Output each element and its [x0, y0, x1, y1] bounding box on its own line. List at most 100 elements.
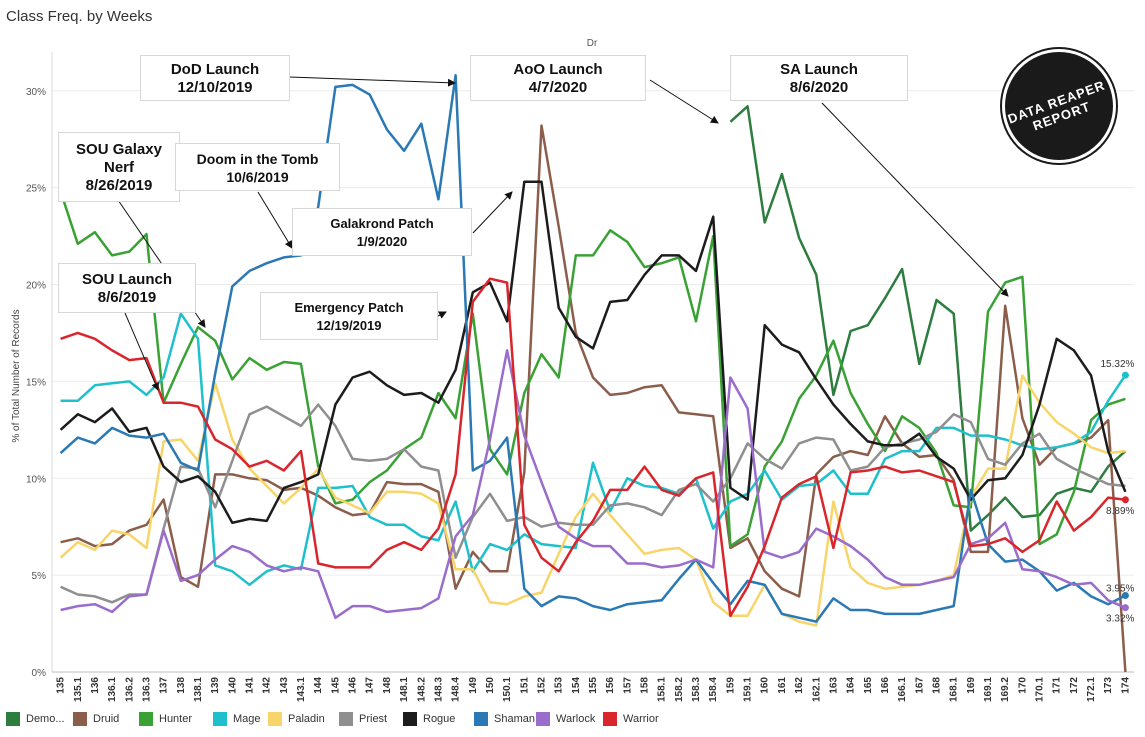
legend-item[interactable]: Rogue: [403, 712, 455, 726]
annotation-line: Doom in the Tomb: [196, 151, 319, 167]
annotation-line: 4/7/2020: [528, 79, 588, 96]
legend-label: Hunter: [159, 713, 193, 725]
legend-swatch: [6, 712, 20, 726]
x-tick-label: 143.1: [296, 677, 307, 702]
series-demo: [729, 105, 1127, 532]
legend-item[interactable]: Hunter: [139, 712, 192, 726]
series-line: [60, 124, 1127, 673]
legend-swatch: [403, 712, 417, 726]
x-tick-label: 155: [588, 677, 599, 694]
x-tick-label: 135: [56, 677, 67, 694]
series-line: [59, 191, 1126, 548]
x-tick-label: 162.1: [811, 677, 822, 702]
legend-swatch: [213, 712, 227, 726]
annotation-line: Emergency Patch: [294, 300, 404, 315]
x-tick-label: 149: [468, 677, 479, 694]
x-tick-label: 159.1: [743, 677, 754, 702]
y-tick-label: 5%: [32, 571, 47, 582]
y-tick-label: 15%: [26, 377, 46, 388]
y-tick-label: 10%: [26, 474, 46, 485]
legend-swatch: [73, 712, 87, 726]
annotation-arrow: [649, 79, 719, 124]
annotation-arrow: [472, 191, 513, 234]
x-tick-label: 174: [1120, 677, 1131, 694]
legend-item[interactable]: Paladin: [268, 712, 325, 726]
x-tick-label: 148.3: [433, 677, 444, 702]
end-value-label: 8.89%: [1106, 506, 1134, 517]
legend-item[interactable]: Warrior: [603, 712, 659, 726]
x-tick-label: 166.1: [897, 677, 908, 702]
x-tick-label: 153: [554, 677, 565, 694]
series-line: [60, 349, 1126, 620]
legend-item[interactable]: Shaman: [474, 712, 535, 726]
series-line: [60, 277, 1126, 618]
end-value-label: 15.32%: [1100, 359, 1134, 370]
data-reaper-logo: DATA REAPER REPORT: [1005, 52, 1113, 160]
x-tick-label: 157: [622, 677, 633, 694]
x-tick-label: 139: [210, 677, 221, 694]
annotation-line: DoD Launch: [170, 61, 260, 78]
series-warrior: [60, 277, 1126, 618]
annotation-line: Galakrond Patch: [330, 216, 434, 231]
series-warlock: [60, 349, 1126, 620]
end-marker: [1121, 496, 1129, 504]
x-tick-label: 148: [382, 677, 393, 694]
legend-label: Warrior: [623, 713, 659, 725]
chart-title: Class Freq. by Weeks: [6, 8, 153, 25]
series-mage: [60, 312, 1127, 587]
legend-item[interactable]: Warlock: [536, 712, 595, 726]
x-tick-label: 169: [966, 677, 977, 694]
end-marker: [1121, 604, 1129, 612]
x-tick-label: 143: [279, 677, 290, 694]
x-tick-label: 158.4: [708, 677, 719, 702]
legend-swatch: [603, 712, 617, 726]
series-line: [59, 374, 1126, 627]
x-tick-label: 141: [245, 677, 256, 694]
x-tick-label: 160: [760, 677, 771, 694]
annotation-arrow: [289, 76, 456, 87]
x-tick-label: 158.2: [674, 677, 685, 702]
annotation-arrow: [437, 311, 447, 319]
legend-label: Druid: [93, 713, 120, 725]
x-tick-label: 140: [227, 677, 238, 694]
end-marker: [1121, 591, 1129, 599]
x-tick-label: 148.1: [399, 677, 410, 702]
x-tick-label: 169.1: [983, 677, 994, 702]
series-paladin: [59, 374, 1126, 627]
x-tick-label: 159: [725, 677, 736, 694]
series-priest: [60, 403, 1126, 604]
x-tick-label: 142: [262, 677, 273, 694]
annotation-line: SOU Launch: [81, 271, 172, 288]
x-tick-label: 150.1: [502, 677, 513, 702]
annotation-arrow: [257, 191, 293, 249]
x-tick-label: 158: [640, 677, 651, 694]
series-hunter: [59, 191, 1126, 548]
annotation-line: 8/26/2019: [85, 177, 153, 194]
x-tick-label: 172: [1069, 677, 1080, 694]
annotation-emergency: Emergency Patch 12/19/2019: [260, 292, 438, 340]
x-tick-label: 148.4: [451, 677, 462, 702]
legend-item[interactable]: Demo...: [6, 712, 65, 726]
x-tick-label: 136.1: [107, 677, 118, 702]
x-tick-label: 158.1: [657, 677, 668, 702]
legend-item[interactable]: Druid: [73, 712, 119, 726]
legend-label: Demo...: [26, 713, 65, 725]
annotation-line: Nerf: [103, 159, 134, 176]
x-tick-label: 161: [777, 677, 788, 694]
x-tick-label: 145: [330, 677, 341, 694]
end-marker: [1121, 371, 1129, 379]
legend-item[interactable]: Priest: [339, 712, 387, 726]
x-tick-label: 172.1: [1086, 677, 1097, 702]
x-tick-label: 168: [931, 677, 942, 694]
x-tick-label: 169.2: [1000, 677, 1011, 702]
y-tick-label: 0%: [32, 668, 47, 679]
x-tick-label: 166: [880, 677, 891, 694]
legend-label: Shaman: [494, 713, 535, 725]
x-tick-label: 164: [846, 677, 857, 694]
x-tick-label: 138.1: [193, 677, 204, 702]
series-shaman: [59, 74, 1126, 623]
x-tick-label: 136.2: [124, 677, 135, 702]
legend-label: Paladin: [288, 713, 325, 725]
legend-item[interactable]: Mage: [213, 712, 261, 726]
annotation-doom: Doom in the Tomb 10/6/2019: [175, 143, 340, 191]
